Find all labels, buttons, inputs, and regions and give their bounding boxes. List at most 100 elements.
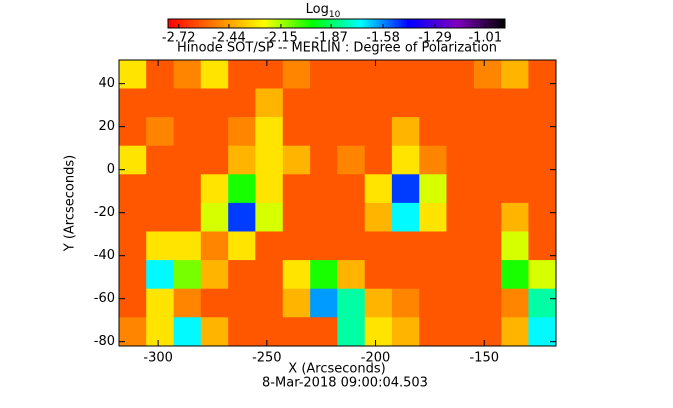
heatmap-cell — [337, 202, 366, 232]
colorbar-swatch — [344, 19, 349, 28]
heatmap-cell — [200, 288, 229, 318]
heatmap-cell — [255, 174, 284, 204]
heatmap-cell — [173, 260, 202, 290]
colorbar-swatch — [375, 19, 380, 28]
colorbar-swatch — [392, 19, 396, 28]
heatmap-cell — [528, 145, 557, 175]
colorbar-swatch — [474, 19, 478, 28]
heatmap-cell — [446, 59, 475, 89]
heatmap-cell — [146, 174, 175, 204]
heatmap-cell — [173, 231, 202, 261]
colorbar-swatch — [232, 19, 236, 28]
x-axis-label: X (Arcseconds) — [288, 362, 385, 377]
heatmap-cell — [364, 117, 393, 147]
colorbar-swatch — [358, 19, 363, 28]
heatmap-cell — [282, 231, 311, 261]
heatmap-cell — [146, 288, 175, 318]
colorbar-swatch — [373, 19, 377, 28]
colorbar-swatch — [364, 19, 368, 28]
heatmap-cell — [200, 174, 229, 204]
heatmap-cell — [473, 202, 502, 232]
heatmap-cell — [119, 288, 147, 318]
heatmap-cell — [282, 202, 311, 232]
heatmap-cell — [501, 59, 530, 89]
heatmap-cell — [337, 59, 366, 89]
heatmap-cell — [228, 117, 256, 147]
heatmap-cell — [200, 59, 229, 89]
colorbar-swatch — [493, 19, 498, 28]
heatmap-cell — [173, 174, 202, 204]
colorbar-swatch — [283, 19, 287, 28]
heatmap-cell — [391, 260, 420, 290]
colorbar-tick-label: -2.72 — [162, 31, 196, 46]
heatmap-cell — [146, 202, 175, 232]
heatmap-cell — [501, 317, 530, 347]
colorbar-swatch — [417, 19, 422, 28]
heatmap-cell — [255, 59, 284, 89]
heatmap-cell — [446, 174, 475, 204]
colorbar-swatch — [316, 19, 321, 28]
heatmap-cell — [255, 317, 284, 347]
colorbar-swatch — [198, 19, 203, 28]
heatmap-cell — [200, 260, 229, 290]
heatmap-cell — [310, 59, 338, 89]
heatmap-cell — [200, 317, 229, 347]
heatmap-cell — [146, 260, 175, 290]
heatmap-cell — [528, 202, 557, 232]
heatmap-cell — [364, 317, 393, 347]
colorbar-tick-label: -1.87 — [314, 31, 348, 46]
colorbar-swatch — [297, 19, 301, 28]
colorbar-swatch — [448, 19, 453, 28]
colorbar-swatch — [431, 19, 436, 28]
heatmap-cell — [200, 202, 229, 232]
heatmap-cell — [119, 88, 147, 118]
colorbar-swatch — [291, 19, 295, 28]
heatmap-cell — [391, 317, 420, 347]
heatmap-cell — [282, 88, 311, 118]
heatmap-cell — [310, 260, 338, 290]
heatmap-cell — [501, 288, 530, 318]
heatmap-cell — [228, 145, 256, 175]
colorbar-swatch — [454, 19, 458, 28]
colorbar-swatch — [446, 19, 450, 28]
heatmap-cell — [282, 59, 311, 89]
heatmap-cell — [255, 145, 284, 175]
colorbar-swatch — [311, 19, 315, 28]
colorbar-swatch — [395, 19, 399, 28]
colorbar-tick-label: -1.58 — [366, 31, 400, 46]
heatmap-cell — [146, 117, 175, 147]
heatmap-cell — [173, 117, 202, 147]
chart-title: Hinode SOT/SP -- MERLIN : Degree of Pola… — [177, 41, 497, 56]
heatmap-cell — [501, 260, 530, 290]
heatmap-cell — [446, 288, 475, 318]
x-tick-label: -200 — [361, 351, 391, 366]
heatmap-cell — [528, 174, 557, 204]
heatmap-cell — [146, 231, 175, 261]
heatmap-cell — [337, 117, 366, 147]
heatmap-cell — [528, 117, 557, 147]
heatmap-cell — [391, 174, 420, 204]
heatmap-cell — [200, 117, 229, 147]
x-tick-label: -250 — [252, 351, 282, 366]
colorbar-swatch — [249, 19, 253, 28]
colorbar-swatch — [277, 19, 281, 28]
heatmap-cell — [310, 202, 338, 232]
heatmap-cell — [337, 88, 366, 118]
colorbar-swatch — [260, 19, 264, 28]
colorbar-swatch — [499, 19, 503, 28]
heatmap-cell — [364, 88, 393, 118]
colorbar-swatch — [170, 19, 175, 28]
colorbar-frame — [167, 18, 506, 29]
colorbar-swatch — [288, 19, 293, 28]
colorbar-swatch — [471, 19, 475, 28]
colorbar-swatch — [229, 19, 234, 28]
colorbar-swatch — [302, 19, 307, 28]
colorbar-tick-label: -2.44 — [212, 31, 246, 46]
colorbar-swatch — [319, 19, 323, 28]
colorbar-swatch — [173, 19, 177, 28]
heatmap-cell — [419, 317, 448, 347]
heatmap-cell — [446, 88, 475, 118]
heatmap-cell — [119, 174, 147, 204]
heatmap-cell — [419, 59, 448, 89]
colorbar-swatch — [381, 19, 385, 28]
